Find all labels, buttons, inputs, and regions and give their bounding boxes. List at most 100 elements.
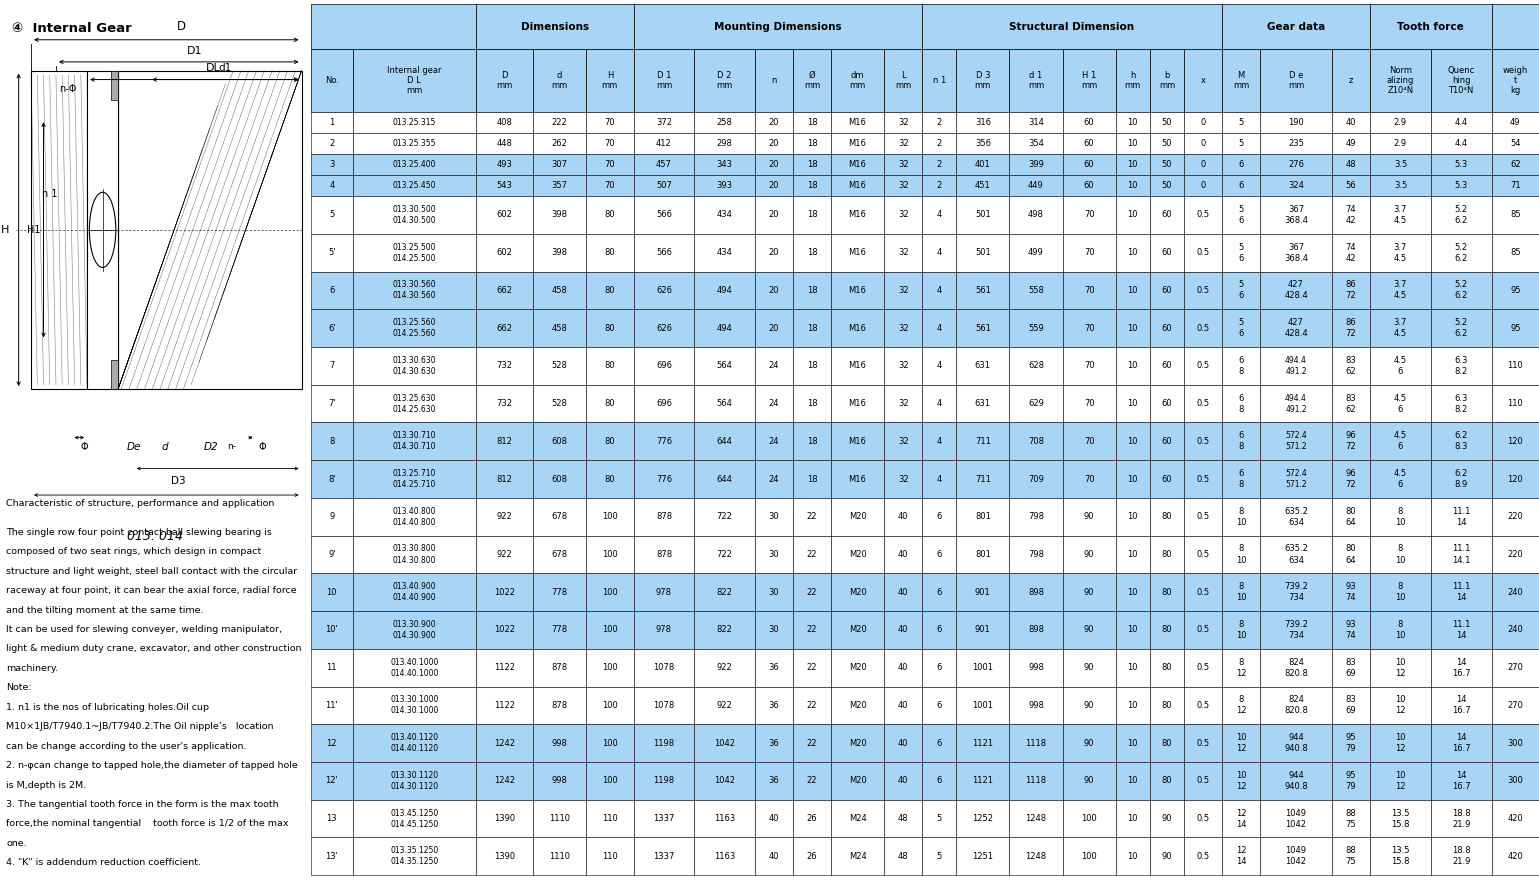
Bar — [1333, 800, 1370, 837]
Bar — [352, 611, 476, 649]
Bar — [1222, 800, 1260, 837]
Text: 100: 100 — [1082, 814, 1097, 823]
Text: 314: 314 — [1028, 118, 1043, 127]
Bar — [922, 423, 956, 461]
Bar — [532, 385, 586, 423]
Text: 978: 978 — [656, 588, 673, 597]
Text: 60: 60 — [1162, 324, 1173, 332]
Bar — [532, 461, 586, 498]
Text: 678: 678 — [551, 550, 568, 559]
Text: 013.30.800
014.30.800: 013.30.800 014.30.800 — [392, 545, 436, 565]
Bar — [1150, 133, 1183, 154]
Text: 357: 357 — [551, 181, 568, 190]
Text: 14
16.7: 14 16.7 — [1451, 658, 1470, 678]
Text: DL: DL — [206, 64, 220, 73]
Text: 70: 70 — [1083, 210, 1094, 219]
Bar — [1370, 687, 1431, 724]
Bar — [1333, 347, 1370, 385]
Text: 4: 4 — [937, 324, 942, 332]
Bar — [1491, 112, 1539, 133]
Text: 801: 801 — [974, 550, 991, 559]
Text: 1121: 1121 — [973, 776, 993, 785]
Text: 602: 602 — [497, 248, 512, 257]
Text: 100: 100 — [602, 663, 617, 672]
Text: 316: 316 — [974, 118, 991, 127]
Text: De: De — [126, 442, 142, 452]
Text: 6.3
8.2: 6.3 8.2 — [1454, 393, 1468, 414]
Bar — [883, 385, 922, 423]
Bar — [1260, 49, 1333, 112]
Text: 898: 898 — [1028, 626, 1043, 635]
Bar — [1491, 837, 1539, 875]
Bar — [532, 498, 586, 536]
Bar — [476, 385, 532, 423]
Text: 6: 6 — [937, 626, 942, 635]
Text: 10: 10 — [1128, 776, 1137, 785]
Bar — [756, 837, 793, 875]
Bar — [1183, 498, 1222, 536]
Bar — [831, 461, 883, 498]
Bar — [956, 837, 1010, 875]
Text: 501: 501 — [976, 248, 991, 257]
Text: 558: 558 — [1028, 286, 1043, 295]
Text: 80: 80 — [1162, 550, 1173, 559]
Text: 1121: 1121 — [973, 739, 993, 748]
Bar — [1333, 385, 1370, 423]
Text: 6
8: 6 8 — [1239, 393, 1244, 414]
Text: 944
940.8: 944 940.8 — [1284, 771, 1308, 791]
Bar — [1491, 49, 1539, 112]
Text: 70: 70 — [1083, 475, 1094, 484]
Bar — [793, 196, 831, 234]
Bar — [1333, 649, 1370, 687]
Bar — [956, 649, 1010, 687]
Bar — [634, 234, 694, 271]
Text: 824
820.8: 824 820.8 — [1284, 658, 1308, 678]
Bar — [756, 649, 793, 687]
Bar — [532, 724, 586, 762]
Bar — [1183, 423, 1222, 461]
Bar — [634, 536, 694, 574]
Bar — [793, 837, 831, 875]
Bar — [1491, 385, 1539, 423]
Bar — [586, 234, 634, 271]
Bar — [586, 837, 634, 875]
Bar — [793, 536, 831, 574]
Text: 354: 354 — [1028, 139, 1043, 149]
Bar — [831, 800, 883, 837]
Bar — [831, 196, 883, 234]
Text: D: D — [177, 19, 186, 33]
Text: d1: d1 — [219, 64, 232, 73]
Text: 0.5: 0.5 — [1196, 210, 1210, 219]
Bar — [1370, 309, 1431, 347]
Bar — [532, 800, 586, 837]
Text: 626: 626 — [656, 324, 673, 332]
Text: 12: 12 — [326, 739, 337, 748]
Text: 1110: 1110 — [549, 852, 569, 861]
Text: 602: 602 — [497, 210, 512, 219]
Text: 60: 60 — [1083, 160, 1094, 169]
Bar — [311, 574, 352, 611]
Text: D3: D3 — [171, 476, 186, 486]
Bar — [634, 385, 694, 423]
Text: 90: 90 — [1083, 512, 1094, 522]
Text: 635.2
634: 635.2 634 — [1284, 545, 1308, 565]
Bar — [634, 4, 922, 49]
Bar — [956, 574, 1010, 611]
Text: 20: 20 — [770, 139, 779, 149]
Text: 4: 4 — [937, 210, 942, 219]
Bar — [532, 154, 586, 175]
Bar — [1370, 347, 1431, 385]
Bar — [1370, 649, 1431, 687]
Bar — [793, 762, 831, 800]
Text: 013.40.800
014.40.800: 013.40.800 014.40.800 — [392, 507, 436, 527]
Bar — [1062, 574, 1116, 611]
Bar — [956, 234, 1010, 271]
Bar — [1010, 385, 1062, 423]
Text: weigh
t
kg: weigh t kg — [1502, 65, 1528, 95]
Text: 8
12: 8 12 — [1236, 658, 1247, 678]
Bar — [352, 385, 476, 423]
Bar — [311, 309, 352, 347]
Bar — [476, 234, 532, 271]
Bar — [883, 687, 922, 724]
Bar — [1062, 196, 1116, 234]
